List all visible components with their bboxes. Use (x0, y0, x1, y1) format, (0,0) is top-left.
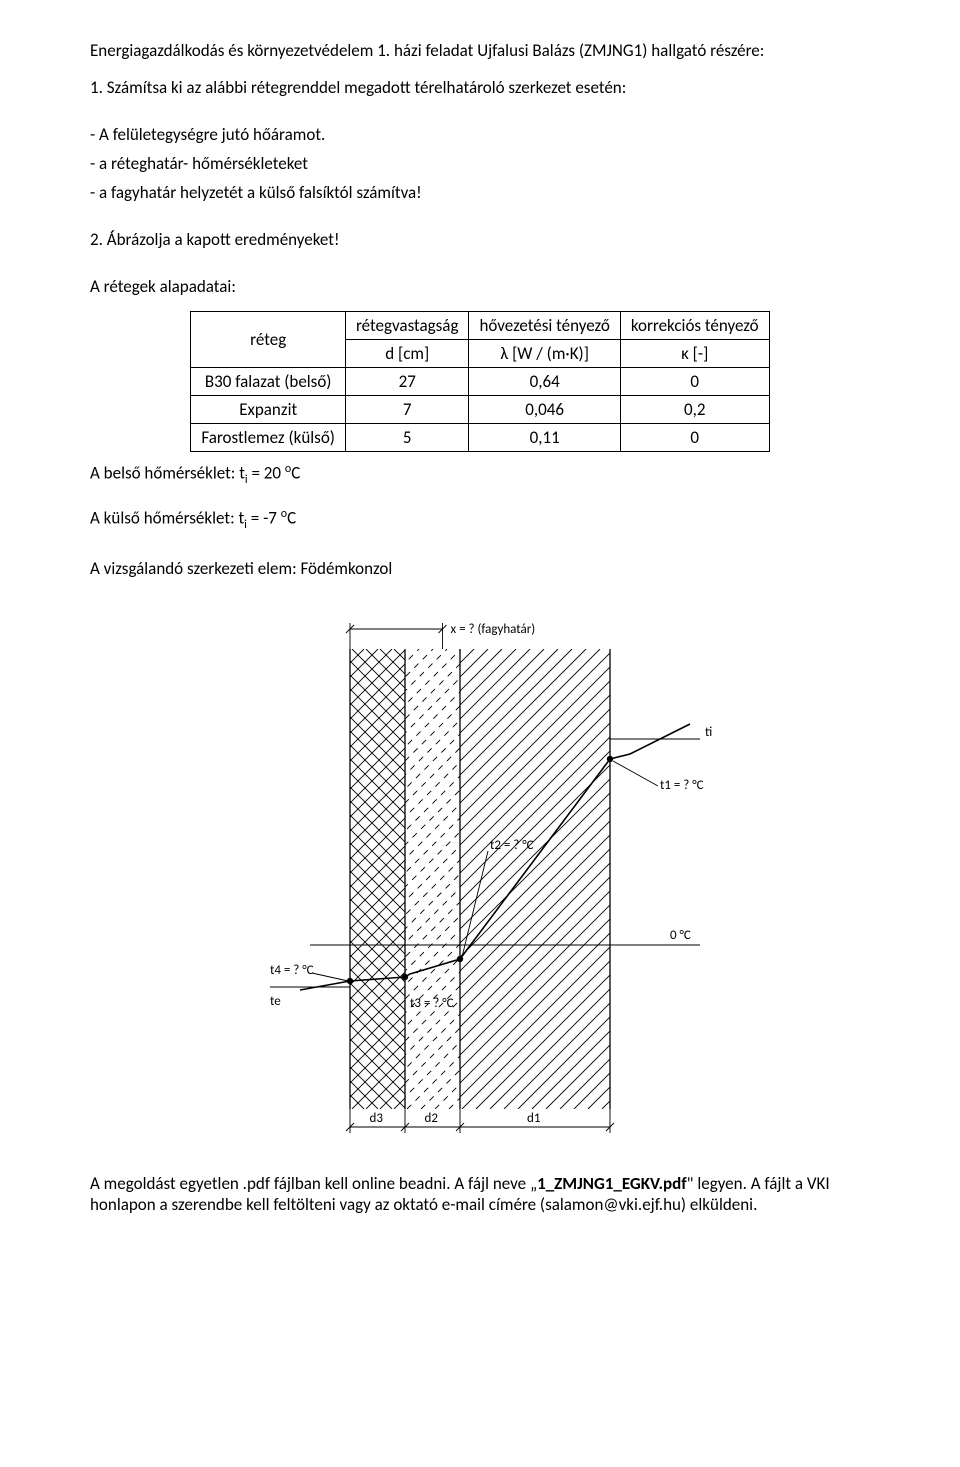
th-unit-correction: κ [-] (620, 340, 769, 368)
table-header-row-1: réteg rétegvastagság hővezetési tényező … (191, 312, 769, 340)
svg-text:t3 = ? °C: t3 = ? °C (410, 996, 454, 1011)
cell-r1-name: B30 falazat (belső) (191, 368, 346, 396)
bullet-1: - A felületegységre jutó hőáramot. (90, 124, 870, 145)
table-row: Expanzit 7 0,046 0,2 (191, 396, 769, 424)
cell-r2-k: 0,2 (620, 396, 769, 424)
spacer (90, 495, 870, 505)
outer-temp-val: = -7 (247, 508, 281, 529)
cell-r2-name: Expanzit (191, 396, 346, 424)
footer-text: A megoldást egyetlen .pdf fájlban kell o… (90, 1173, 870, 1215)
svg-text:t4 = ? °C: t4 = ? °C (270, 963, 314, 978)
outer-temp-pre: A külső hőmérséklet: t (90, 508, 244, 529)
cell-r2-l: 0,046 (469, 396, 620, 424)
footer-a: A megoldást egyetlen .pdf fájlban kell o… (90, 1173, 537, 1194)
task-2: 2. Ábrázolja a kapott eredményeket! (90, 229, 870, 250)
inner-temp: A belső hőmérséklet: ti = 20 oC (90, 462, 870, 487)
spacer (90, 540, 870, 550)
svg-text:t2 = ? °C: t2 = ? °C (490, 838, 534, 853)
bullet-3: - a fagyhatár helyzetét a külső falsíktó… (90, 182, 870, 203)
page-title: Energiagazdálkodás és környezetvédelem 1… (90, 40, 870, 61)
svg-text:ti: ti (705, 725, 712, 740)
th-layer: réteg (191, 312, 346, 368)
spacer (90, 258, 870, 268)
diagram-container: x = ? (fagyhatár) ti 0 °C t1 = ? °C t2 = ? °… (90, 589, 870, 1149)
svg-text:d1: d1 (527, 1111, 540, 1126)
layers-table: réteg rétegvastagság hővezetési tényező … (190, 311, 769, 452)
th-conductivity: hővezetési tényező (469, 312, 620, 340)
th-unit-conductivity: λ [W / (m·K)] (469, 340, 620, 368)
cell-r3-k: 0 (620, 424, 769, 452)
svg-text:x = ? (fagyhatár): x = ? (fagyhatár) (451, 622, 536, 637)
svg-text:d2: d2 (425, 1111, 439, 1126)
spacer (90, 106, 870, 116)
inner-temp-val: = 20 (248, 463, 285, 484)
layers-title: A rétegek alapadatai: (90, 276, 870, 297)
inner-temp-c: C (291, 463, 300, 484)
svg-text:0 °C: 0 °C (670, 928, 691, 943)
outer-temp-c: C (287, 508, 296, 529)
footer-filename: 1_ZMJNG1_EGKV.pdf (537, 1173, 687, 1194)
cell-r3-name: Farostlemez (külső) (191, 424, 346, 452)
svg-text:t1 = ? °C: t1 = ? °C (660, 778, 704, 793)
th-unit-thickness: d [cm] (345, 340, 469, 368)
svg-text:d3: d3 (370, 1111, 384, 1126)
outer-temp: A külső hőmérséklet: ti = -7 oC (90, 507, 870, 532)
page: Energiagazdálkodás és környezetvédelem 1… (0, 0, 960, 1467)
cell-r1-l: 0,64 (469, 368, 620, 396)
spacer (90, 211, 870, 221)
wall-cross-section-diagram: x = ? (fagyhatár) ti 0 °C t1 = ? °C t2 = ? °… (200, 589, 760, 1149)
cell-r3-d: 5 (345, 424, 469, 452)
cell-r1-d: 27 (345, 368, 469, 396)
structural-element: A vizsgálandó szerkezeti elem: Födémkonz… (90, 558, 870, 579)
cell-r3-l: 0,11 (469, 424, 620, 452)
th-correction: korrekciós tényező (620, 312, 769, 340)
table-row: Farostlemez (külső) 5 0,11 0 (191, 424, 769, 452)
task-intro: 1. Számítsa ki az alábbi rétegrenddel me… (90, 77, 870, 98)
svg-text:te: te (270, 994, 281, 1009)
th-thickness: rétegvastagság (345, 312, 469, 340)
cell-r1-k: 0 (620, 368, 769, 396)
table-row: B30 falazat (belső) 27 0,64 0 (191, 368, 769, 396)
inner-temp-pre: A belső hőmérséklet: t (90, 463, 245, 484)
cell-r2-d: 7 (345, 396, 469, 424)
bullet-2: - a réteghatár- hőmérsékleteket (90, 153, 870, 174)
